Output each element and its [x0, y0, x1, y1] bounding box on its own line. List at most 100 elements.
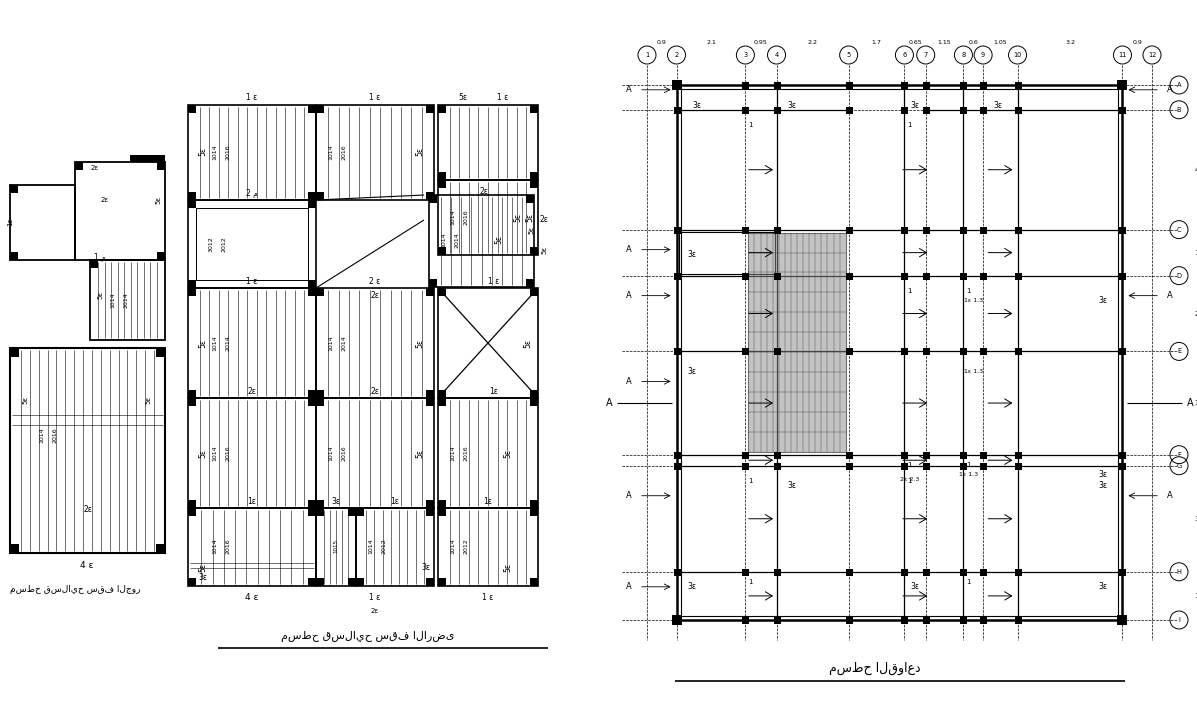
Bar [773, 107, 780, 114]
Text: 2.1: 2.1 [706, 41, 716, 45]
Bar [980, 463, 988, 470]
Text: 1014: 1014 [110, 292, 115, 308]
Bar [845, 463, 852, 470]
Bar [438, 172, 446, 180]
Text: 10: 10 [1014, 52, 1022, 58]
Bar [773, 569, 780, 576]
Text: 2012: 2012 [221, 236, 226, 252]
Bar [157, 252, 165, 260]
Text: 3ε: 3ε [1098, 582, 1107, 591]
Bar [923, 617, 930, 624]
Text: 2014: 2014 [123, 292, 128, 308]
Bar [308, 280, 316, 288]
Bar [429, 195, 534, 287]
Text: 1: 1 [748, 122, 753, 128]
Bar [980, 349, 988, 355]
Text: 1014: 1014 [450, 446, 456, 461]
Bar [742, 273, 749, 280]
Bar [429, 279, 437, 287]
Text: 2ε: 2ε [248, 387, 256, 395]
Bar [1015, 107, 1021, 114]
Text: 6: 6 [903, 52, 906, 58]
Bar [426, 578, 435, 586]
Text: 1.15: 1.15 [937, 41, 952, 45]
Text: A: A [626, 491, 632, 500]
Bar [530, 398, 537, 406]
Bar [438, 247, 446, 255]
Bar [901, 463, 909, 470]
Text: 3ε: 3ε [1098, 470, 1107, 479]
Text: 1ε: 1ε [248, 496, 256, 505]
Text: 3ε: 3ε [788, 481, 796, 490]
Bar [188, 288, 316, 398]
Text: 3ε: 3ε [687, 250, 695, 259]
Bar [188, 398, 196, 406]
Bar [530, 508, 537, 516]
Bar [674, 463, 681, 470]
Bar [960, 226, 967, 234]
Text: 3ε: 3ε [692, 100, 701, 109]
Text: A: A [626, 582, 632, 591]
Bar [316, 578, 324, 586]
Bar [773, 273, 780, 280]
Bar [90, 260, 165, 340]
Text: 2: 2 [674, 52, 679, 58]
Bar [845, 451, 852, 459]
Bar [960, 107, 967, 114]
Bar [438, 288, 537, 398]
Text: D: D [1177, 273, 1181, 279]
Text: 1.67: 1.67 [1195, 250, 1197, 256]
Text: 1: 1 [907, 478, 912, 483]
Text: 5ε: 5ε [523, 339, 533, 347]
Text: 5ε: 5ε [504, 448, 512, 457]
Bar [530, 500, 537, 508]
Bar [845, 82, 852, 89]
Bar [316, 105, 324, 113]
Text: A: A [626, 377, 632, 386]
Text: A: A [626, 291, 632, 300]
Text: 1 ε: 1 ε [370, 93, 381, 103]
Text: 1: 1 [907, 462, 912, 467]
Text: 1014: 1014 [328, 446, 334, 461]
Text: مسطح قسلايح سقف الجور: مسطح قسلايح سقف الجور [10, 585, 140, 595]
Bar [1015, 463, 1021, 470]
Bar [674, 569, 681, 576]
Bar [348, 508, 356, 516]
Text: 1: 1 [748, 579, 753, 585]
Bar [308, 398, 316, 406]
Bar [316, 105, 435, 200]
Bar [308, 192, 316, 200]
Text: 2016: 2016 [463, 209, 468, 225]
Text: 2ε: 2ε [91, 165, 99, 171]
Bar [923, 273, 930, 280]
Bar [773, 463, 780, 470]
Text: 5ε: 5ε [494, 235, 504, 245]
Bar [188, 105, 316, 200]
Text: A: A [626, 245, 632, 254]
Text: 9: 9 [982, 52, 985, 58]
Bar [923, 82, 930, 89]
Bar [438, 398, 446, 406]
Bar [923, 451, 930, 459]
Bar [426, 390, 435, 398]
Bar [316, 398, 324, 406]
Text: 2016: 2016 [53, 427, 57, 443]
Bar [980, 273, 988, 280]
Bar [681, 89, 1118, 616]
Bar [923, 226, 930, 234]
Bar [742, 82, 749, 89]
Text: 3ε: 3ε [332, 496, 340, 505]
Bar [742, 107, 749, 114]
Text: 11: 11 [1118, 52, 1126, 58]
Text: 1ε: 1ε [490, 387, 498, 395]
Bar [438, 508, 446, 516]
Bar [1119, 463, 1126, 470]
Bar [188, 398, 316, 508]
Bar [773, 82, 780, 89]
Text: A: A [1186, 398, 1193, 408]
Bar [188, 508, 316, 586]
Text: 4.35: 4.35 [1195, 167, 1197, 173]
Bar [426, 288, 435, 296]
Text: 3ε: 3ε [687, 367, 695, 376]
Bar [676, 85, 1123, 620]
